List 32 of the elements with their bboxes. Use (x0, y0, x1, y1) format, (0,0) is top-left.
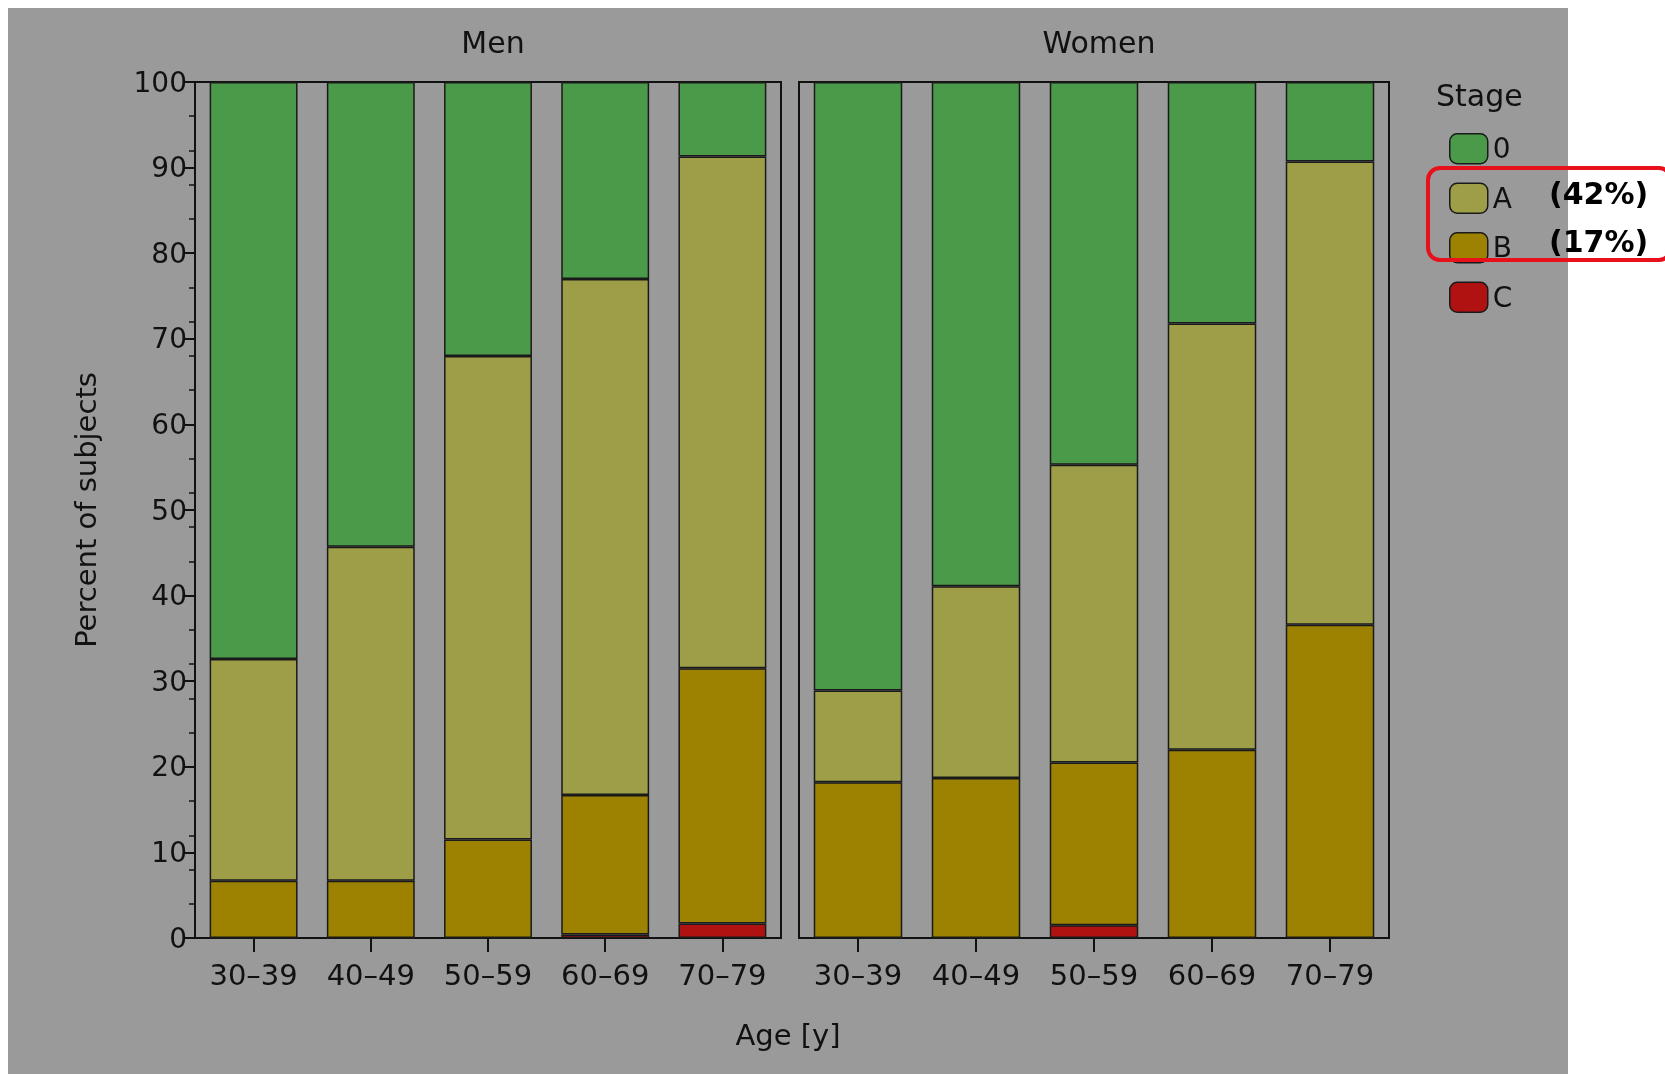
legend-label: A (1492, 181, 1512, 215)
x-tick-label: 40–49 (326, 957, 415, 992)
text: (17%) (1549, 223, 1649, 259)
text: (42%) (1549, 175, 1649, 211)
x-tick-label: 50–59 (443, 957, 533, 992)
chart-title: Men (461, 24, 525, 60)
legend-title: Stage (1436, 77, 1523, 113)
y-tick-label: 20 (151, 750, 187, 784)
x-tick-label: 70–79 (1285, 957, 1375, 992)
y-tick-label: 70 (151, 322, 187, 356)
x-tick-label: 70–79 (678, 957, 767, 992)
y-axis-title: Percent of subjects (68, 372, 103, 648)
x-tick-label: 40–49 (931, 957, 1021, 992)
legend-label: C (1492, 280, 1513, 314)
legend-label: B (1492, 231, 1512, 265)
x-tick-label: 60–69 (561, 957, 650, 992)
y-tick-label: 60 (151, 407, 187, 441)
y-tick-label: 100 (133, 65, 187, 99)
y-tick-label: 10 (151, 835, 187, 869)
y-tick-label: 40 (151, 579, 187, 613)
x-tick-label: 30–39 (209, 957, 298, 992)
y-tick-label: 50 (151, 493, 187, 527)
y-tick-label: 80 (151, 236, 187, 270)
y-tick-label: 30 (151, 664, 187, 698)
x-tick-label: 30–39 (813, 957, 903, 992)
x-tick-label: 60–69 (1167, 957, 1257, 992)
chart-title: Women (1042, 24, 1156, 60)
x-axis-title: Age [y] (734, 1018, 842, 1052)
x-tick-label: 50–59 (1049, 957, 1139, 992)
y-tick-label: 90 (151, 151, 187, 185)
y-tick-label: 0 (169, 921, 187, 955)
legend-label: 0 (1492, 132, 1511, 166)
